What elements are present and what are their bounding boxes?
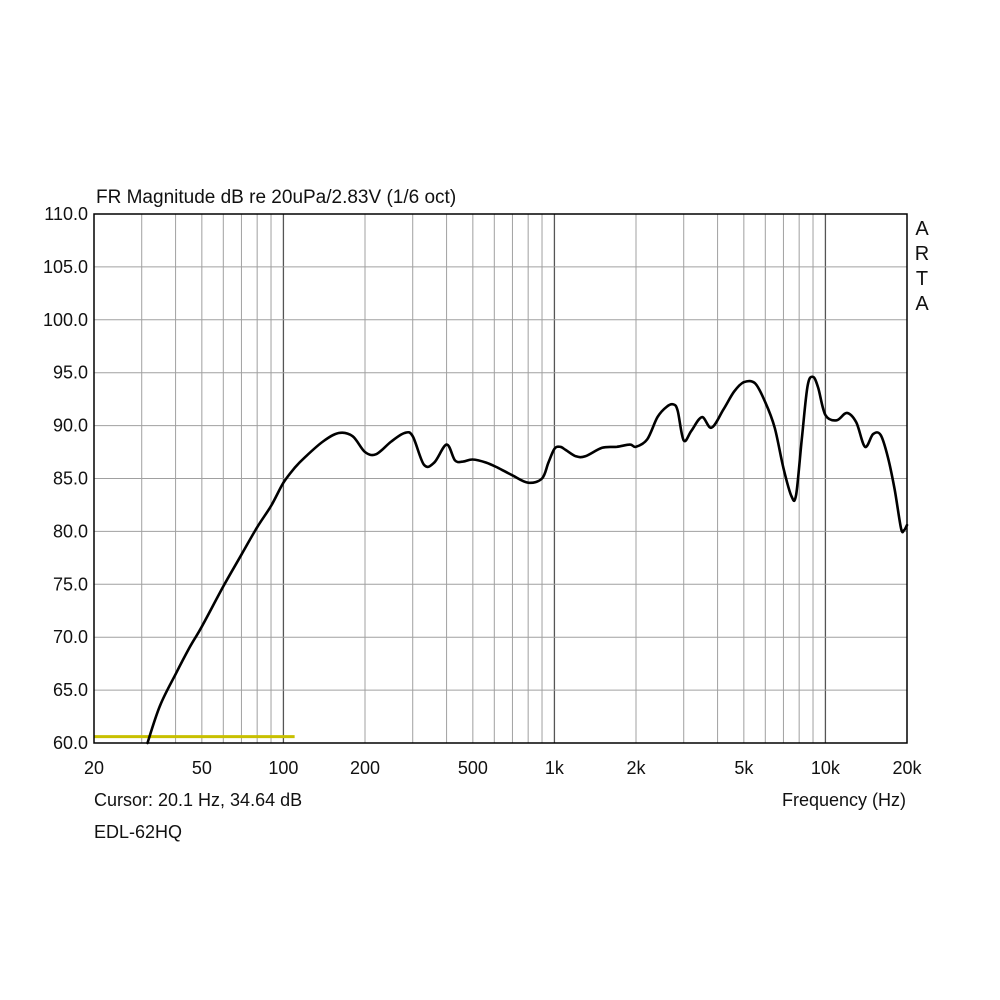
y-tick-labels: 110.0 105.0 100.0 95.0 90.0 85.0 80.0 75.0 70.0 6… xyxy=(43,204,88,753)
x-tick-label: 2k xyxy=(626,758,646,778)
y-tick-label: 90.0 xyxy=(53,416,88,436)
plot-frame xyxy=(93,213,908,744)
arta-letter: R xyxy=(915,243,929,265)
x-tick-label: 50 xyxy=(192,758,212,778)
x-tick-label: 500 xyxy=(458,758,488,778)
x-tick-label: 200 xyxy=(350,758,380,778)
cursor-readout: Cursor: 20.1 Hz, 34.64 dB xyxy=(94,790,302,810)
y-tick-label: 60.0 xyxy=(53,733,88,753)
y-tick-label: 70.0 xyxy=(53,627,88,647)
y-tick-label: 80.0 xyxy=(53,521,88,541)
y-tick-label: 65.0 xyxy=(53,680,88,700)
x-axis-title: Frequency (Hz) xyxy=(782,790,906,810)
x-tick-labels: 20 50 100 200 500 1k 2k 5k 10k 20k xyxy=(84,758,923,778)
arta-letter: T xyxy=(916,268,928,290)
y-tick-label: 100.0 xyxy=(43,310,88,330)
x-tick-label: 5k xyxy=(734,758,754,778)
y-tick-label: 85.0 xyxy=(53,469,88,489)
x-tick-label: 20k xyxy=(892,758,922,778)
x-tick-label: 20 xyxy=(84,758,104,778)
x-tick-label: 10k xyxy=(811,758,841,778)
y-tick-label: 95.0 xyxy=(53,363,88,383)
y-tick-label: 75.0 xyxy=(53,574,88,594)
arta-letter: A xyxy=(915,218,929,240)
series-layer xyxy=(146,375,909,745)
y-tick-label: 110.0 xyxy=(44,204,88,224)
arta-letter: A xyxy=(915,293,929,315)
x-tick-label: 100 xyxy=(268,758,298,778)
device-label: EDL-62HQ xyxy=(94,822,182,842)
series-line-edl-62hq xyxy=(146,375,909,745)
chart-title: FR Magnitude dB re 20uPa/2.83V (1/6 oct) xyxy=(96,187,456,208)
x-tick-label: 1k xyxy=(545,758,565,778)
y-tick-label: 105.0 xyxy=(43,257,88,277)
grid-lines xyxy=(94,214,907,743)
